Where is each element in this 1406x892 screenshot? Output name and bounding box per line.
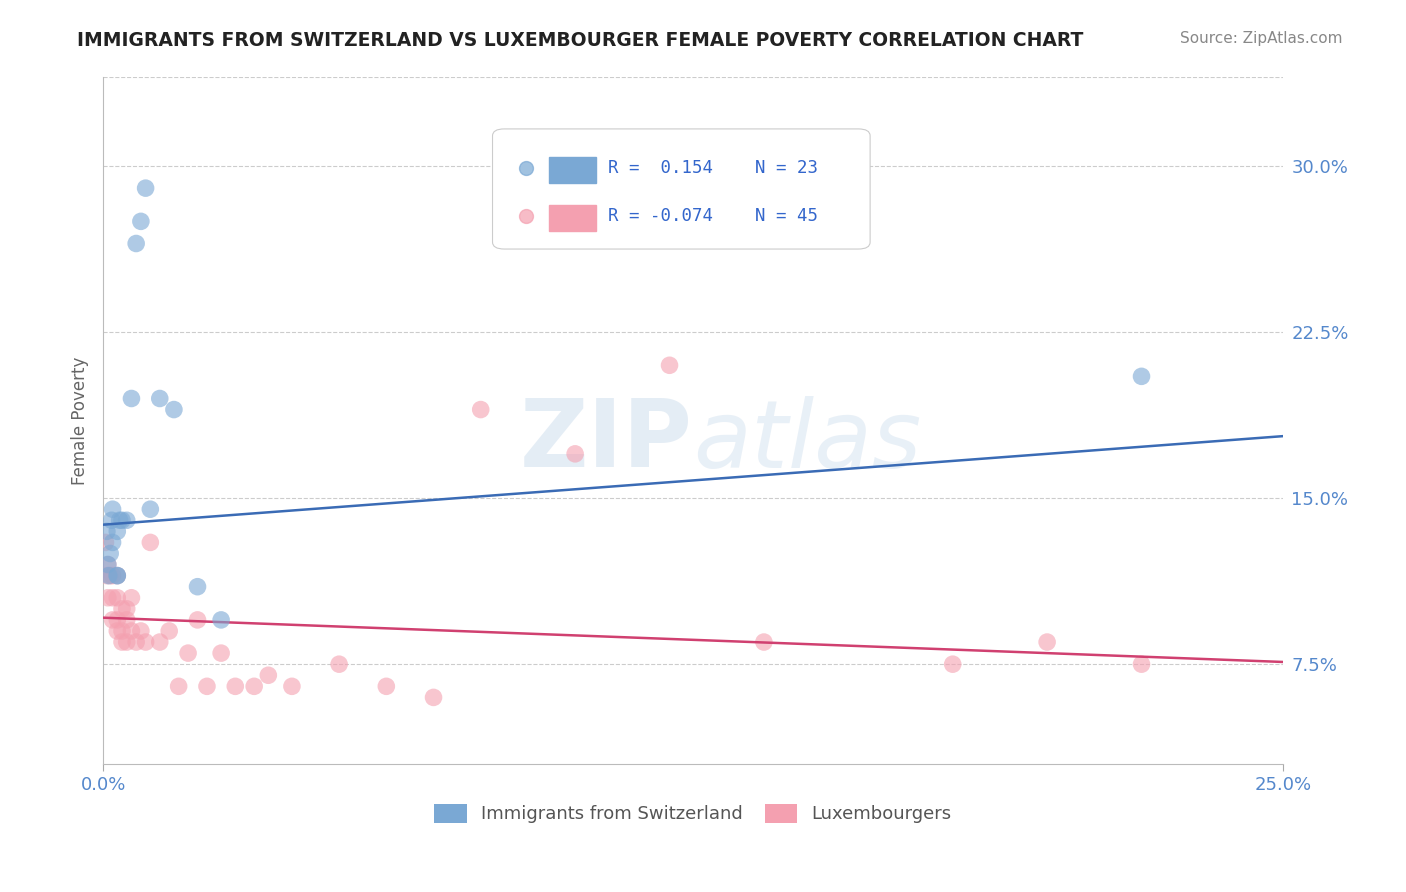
Point [243,679,266,693]
Point [94,535,117,549]
Point [195,679,218,693]
Point [97,558,120,572]
Point [942,657,965,672]
Point [658,359,681,373]
Point [470,402,492,417]
Point [125,236,148,251]
Point [1130,369,1153,384]
Point [111,602,134,616]
Point [101,535,124,549]
Point [139,502,162,516]
Bar [550,204,596,231]
Bar [550,157,596,183]
Point [120,591,142,605]
Point [108,513,131,527]
Point [98,546,121,560]
Point [120,624,142,638]
Text: IMMIGRANTS FROM SWITZERLAND VS LUXEMBOURGER FEMALE POVERTY CORRELATION CHART: IMMIGRANTS FROM SWITZERLAND VS LUXEMBOUR… [77,31,1084,50]
Point [209,613,232,627]
Point [139,535,162,549]
Point [186,613,208,627]
Text: ZIP: ZIP [520,395,693,487]
Point [149,635,172,649]
Point [1130,657,1153,672]
Point [422,690,444,705]
Point [96,524,118,539]
Point [105,568,128,582]
Y-axis label: Female Poverty: Female Poverty [72,357,89,485]
Point [135,181,157,195]
Point [101,591,124,605]
Point [209,646,232,660]
Point [105,613,128,627]
Point [129,624,152,638]
Point [101,568,124,582]
Point [97,558,120,572]
Point [115,613,138,627]
Point [111,513,134,527]
Point [186,580,208,594]
Point [177,646,200,660]
Point [97,591,120,605]
Point [167,679,190,693]
Text: atlas: atlas [693,396,921,487]
Point [100,513,122,527]
Point [149,392,172,406]
Point [105,591,128,605]
Point [752,635,775,649]
Point [163,402,186,417]
Point [281,679,304,693]
Point [105,524,128,539]
Point [111,624,134,638]
Point [101,613,124,627]
Legend: Immigrants from Switzerland, Luxembourgers: Immigrants from Switzerland, Luxembourge… [434,804,952,823]
Point [96,568,118,582]
Point [115,602,138,616]
Point [111,635,134,649]
Text: R =  0.154    N = 23: R = 0.154 N = 23 [609,159,818,177]
Point [328,657,350,672]
Point [257,668,280,682]
Point [105,624,128,638]
Point [115,513,138,527]
Point [120,392,142,406]
Point [98,568,121,582]
Point [101,502,124,516]
Point [564,447,586,461]
Point [1036,635,1059,649]
Point [125,635,148,649]
FancyBboxPatch shape [492,129,870,249]
Point [224,679,246,693]
Point [115,635,138,649]
Point [97,568,120,582]
Point [129,214,152,228]
Text: R = -0.074    N = 45: R = -0.074 N = 45 [609,207,818,225]
Point [375,679,398,693]
Point [157,624,180,638]
Point [135,635,157,649]
Point [105,568,128,582]
Text: Source: ZipAtlas.com: Source: ZipAtlas.com [1180,31,1343,46]
Point [105,568,128,582]
